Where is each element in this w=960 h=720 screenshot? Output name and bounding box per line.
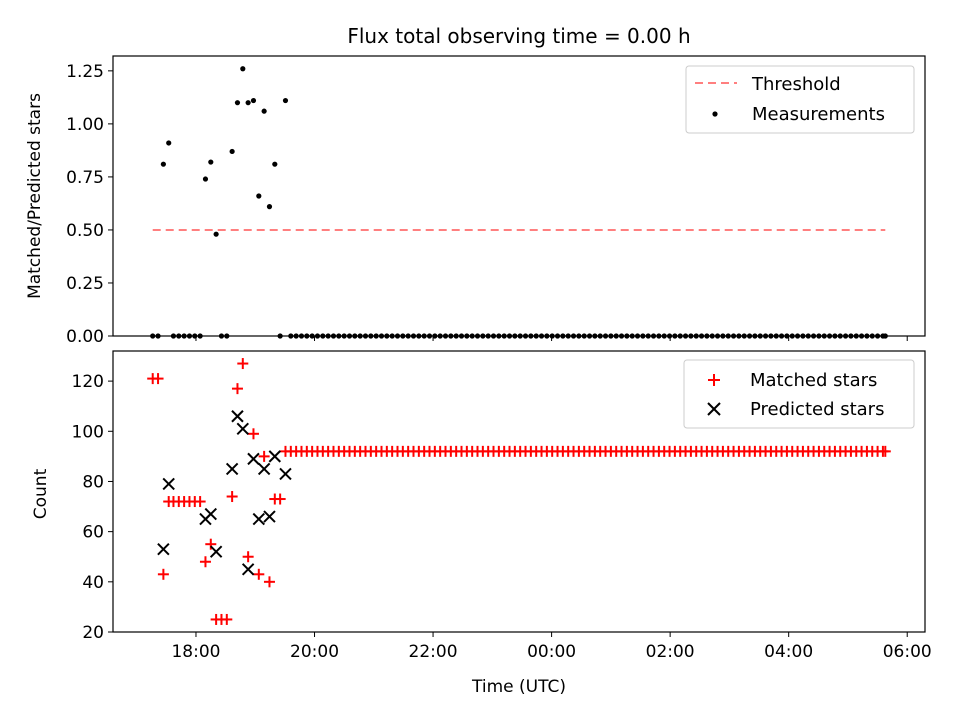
matched-legend-marker [708,374,720,386]
matched-star-point [237,358,249,370]
count-axes-frame [112,350,926,633]
threshold-legend-label: Threshold [751,74,841,95]
top-y-tick-label: 1.00 [66,115,104,135]
matched-star-point [231,383,243,395]
measurements-legend-marker [712,111,718,117]
count-panel: 20 40 60 80 100 120 18:00 20:00 22:00 00:00 02:00… [31,350,932,662]
measurement-point [240,66,246,72]
predicted-star-point [236,422,250,435]
measurements-legend-label: Measurements [752,104,885,125]
measurement-point [261,108,267,114]
matched-star-point [242,551,254,563]
matched-star-point [194,496,206,508]
measurement-point [213,231,219,237]
measurement-point [166,140,172,146]
x-tick-label: 02:00 [646,642,695,662]
measurement-point [266,204,273,210]
predicted-star-point [241,563,255,576]
bot-y-tick-label: 80 [82,472,104,492]
predicted-legend-label: Predicted stars [750,399,884,420]
measurement-point [202,176,209,182]
ratio-y-axis-label: Matched/Predicted stars [25,93,45,299]
x-tick-label: 06:00 [883,642,932,662]
predicted-star-point [247,452,260,466]
measurement-point [282,97,289,104]
matched-star-point [205,538,217,550]
predicted-star-point [263,510,276,523]
top-y-tick-label: 0.50 [66,221,104,241]
count-y-axis-label: Count [31,468,51,519]
x-axis-label: Time (UTC) [471,677,566,697]
predicted-star-point [204,507,218,521]
ratio-legend-frame [685,65,915,134]
measurement-point [250,97,257,104]
predicted-star-point [209,545,223,558]
bot-y-tick-label: 100 [72,422,104,442]
matched-star-point [879,445,891,457]
top-y-tick-label: 0.75 [66,168,104,188]
predicted-star-point [257,462,271,476]
x-tick-label: 04:00 [764,642,813,662]
x-tick-label: 18:00 [171,642,220,662]
predicted-star-point [252,512,266,526]
count-legend-frame [683,359,915,429]
top-y-tick-label: 0.25 [66,274,104,294]
ratio-axes-frame [112,55,926,337]
ratio-legend: Threshold Measurements [685,65,915,134]
matched-star-point [247,428,259,440]
measurement-point [256,193,262,199]
predicted-star-point [279,467,292,481]
measurement-point [234,100,241,106]
measurement-point [272,161,278,167]
x-tick-label: 00:00 [527,642,576,662]
matched-star-point [221,613,233,625]
predicted-star-point [231,410,244,423]
top-y-tick-label: 0.00 [66,327,104,347]
bot-y-tick-label: 120 [72,372,104,392]
matched-star-point [258,450,270,462]
matched-star-point [274,493,286,505]
ratio-panel: 0.00 0.25 0.50 0.75 1.00 1.25 Matched/Predict… [25,55,926,347]
count-legend: Matched stars Predicted stars [683,359,915,429]
predicted-star-point [225,462,239,476]
measurement-point [160,161,166,167]
bot-y-tick-label: 40 [82,573,104,593]
chart-title: Flux total observing time = 0.00 h [347,24,690,48]
matched-star-point [152,373,164,385]
matched-star-point [253,568,265,580]
matched-star-point [263,576,275,588]
predicted-legend-marker [707,402,721,416]
predicted-star-point [162,477,175,491]
bot-y-tick-label: 20 [82,623,104,643]
predicted-star-point [268,450,282,463]
measurement-point [208,159,214,165]
matched-star-point [199,556,211,568]
matched-legend-label: Matched stars [750,370,877,391]
top-y-tick-label: 1.25 [66,62,104,82]
measurement-point [229,148,235,155]
measurement-point [245,100,251,106]
matched-star-point [226,491,238,503]
x-tick-label: 22:00 [409,642,458,662]
x-tick-label: 20:00 [290,642,339,662]
matched-star-point [157,568,169,580]
predicted-star-point [157,542,170,556]
bot-y-tick-label: 60 [82,523,104,543]
